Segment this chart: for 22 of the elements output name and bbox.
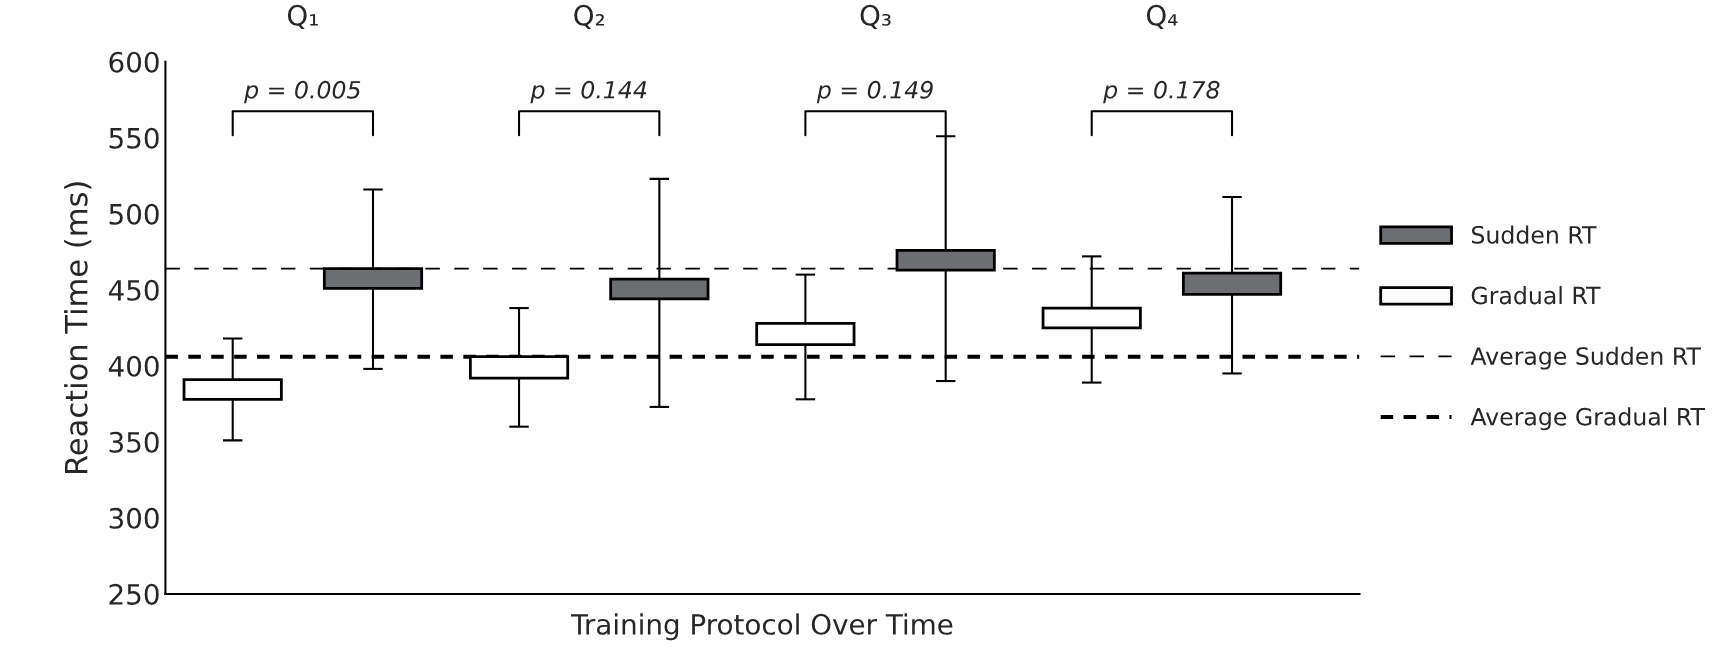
legend-label: Average Gradual RT [1470,407,1706,431]
legend-label: Average Sudden RT [1470,346,1701,370]
x-tick-label: Q₄ [1146,4,1178,30]
x-tick-label: Q₃ [860,4,891,30]
x-tick-label: Q₂ [574,4,604,30]
annotation: p = 0.149 [816,80,933,104]
y-axis-title: Reaction Time (ms) [64,182,92,474]
y-tick-label: 600 [109,51,159,73]
annotation: p = 0.005 [244,80,361,104]
y-tick-label: 400 [108,355,159,377]
y-tick-label: 500 [109,203,159,225]
y-tick-label: 300 [109,507,159,529]
y-tick-label: 350 [109,431,159,453]
legend-label: Gradual RT [1471,286,1601,305]
annotation: p = 0.178 [1103,80,1220,104]
annotation: p = 0.144 [530,80,647,104]
x-tick-label: Q₁ [287,4,318,30]
legend-label: Sudden RT [1471,225,1597,244]
y-tick-label: 550 [109,127,159,149]
x-axis-title: Training Protocol Over Time [570,613,953,641]
y-tick-label: 450 [108,279,159,301]
y-tick-label: 250 [109,583,159,605]
